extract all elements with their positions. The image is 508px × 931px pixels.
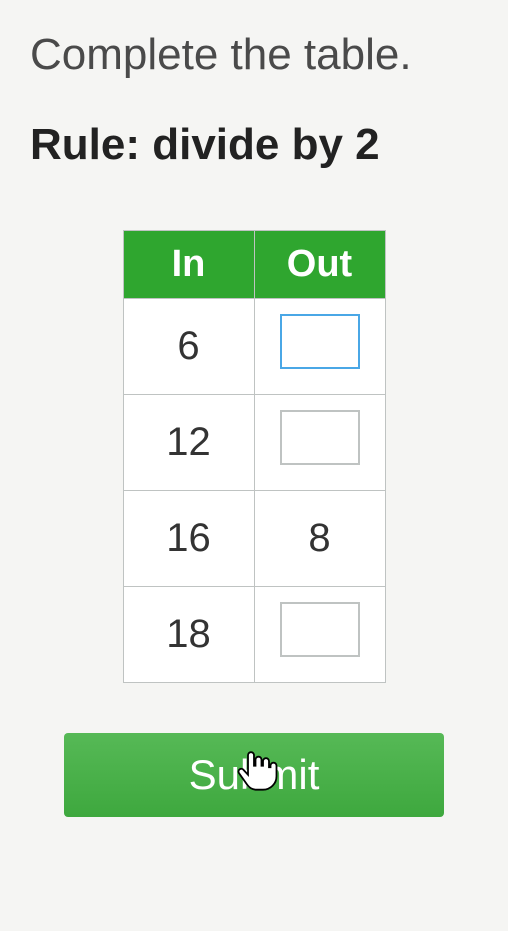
rule-text: Rule: divide by 2: [30, 120, 478, 170]
answer-input[interactable]: [280, 314, 360, 369]
instruction-text: Complete the table.: [30, 30, 478, 80]
in-cell: 6: [123, 299, 254, 395]
answer-input[interactable]: [280, 410, 360, 465]
in-cell: 16: [123, 491, 254, 587]
submit-wrap: Submit: [30, 733, 478, 817]
in-cell: 12: [123, 395, 254, 491]
out-value: 8: [254, 491, 385, 587]
io-table: In Out 6 12 16: [123, 230, 386, 683]
table-wrap: In Out 6 12 16: [30, 230, 478, 683]
col-header-in: In: [123, 231, 254, 299]
out-cell: [254, 587, 385, 683]
submit-button[interactable]: Submit: [64, 733, 444, 817]
table-row: 16 8: [123, 491, 385, 587]
out-cell: [254, 299, 385, 395]
answer-input[interactable]: [280, 602, 360, 657]
table-row: 18: [123, 587, 385, 683]
in-cell: 18: [123, 587, 254, 683]
col-header-out: Out: [254, 231, 385, 299]
exercise-container: Complete the table. Rule: divide by 2 In…: [0, 0, 508, 837]
table-row: 12: [123, 395, 385, 491]
out-cell: [254, 395, 385, 491]
table-row: 6: [123, 299, 385, 395]
